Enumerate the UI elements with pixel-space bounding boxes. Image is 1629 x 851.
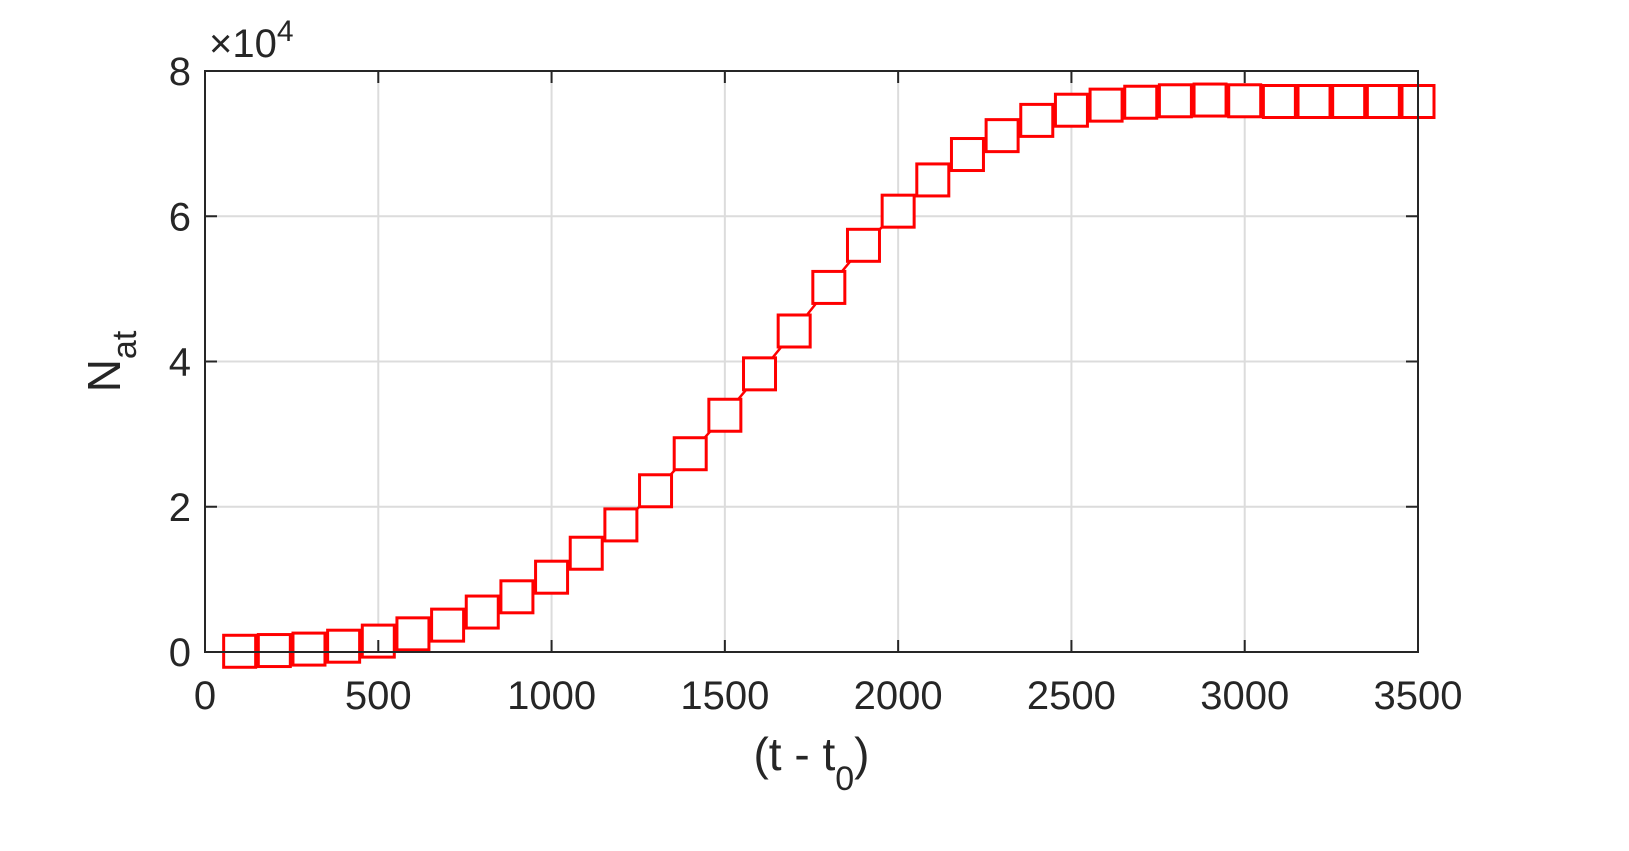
y-tick-label-3: 6 <box>169 195 191 239</box>
data-point-0-24 <box>1053 92 1089 128</box>
y-exponent-prefix: ×10 <box>209 22 277 66</box>
x-tick-label-4: 2000 <box>854 674 943 718</box>
data-point-0-17 <box>811 269 847 305</box>
y-tick-label-4: 8 <box>169 50 191 94</box>
x-tick-label-1: 500 <box>345 674 412 718</box>
data-point-0-32 <box>1331 84 1367 120</box>
y-axis-label: Nat <box>78 330 144 392</box>
data-point-0-6 <box>430 607 466 643</box>
y-tick-labels: 0 2 4 6 8 <box>169 50 191 675</box>
data-point-0-14 <box>707 397 743 433</box>
data-point-0-25 <box>1088 87 1124 123</box>
y-exponent-power: 4 <box>277 15 294 48</box>
x-tick-label-3: 1500 <box>680 674 769 718</box>
data-point-0-8 <box>499 579 535 615</box>
series-group <box>222 82 1436 669</box>
x-tick-label-0: 0 <box>194 674 216 718</box>
x-axis-label-main: (t - t <box>753 728 835 780</box>
grid-lines <box>205 71 1418 652</box>
x-tick-label-2: 1000 <box>507 674 596 718</box>
data-point-0-20 <box>915 162 951 198</box>
x-tick-label-6: 3000 <box>1200 674 1289 718</box>
data-point-0-18 <box>845 227 881 263</box>
axis-ticks <box>204 70 1419 653</box>
y-axis-label-subscript: at <box>106 330 144 359</box>
data-point-0-22 <box>984 118 1020 154</box>
data-point-0-2 <box>291 631 327 667</box>
x-tick-label-7: 3500 <box>1374 674 1463 718</box>
data-point-0-30 <box>1261 84 1297 120</box>
data-point-0-31 <box>1296 84 1332 120</box>
data-point-0-11 <box>603 507 639 543</box>
x-axis-label-suffix: ) <box>854 728 869 780</box>
y-axis-label-main: N <box>78 359 130 392</box>
data-point-0-28 <box>1192 82 1228 118</box>
data-point-0-3 <box>326 628 362 664</box>
y-tick-label-1: 2 <box>169 486 191 530</box>
data-point-0-7 <box>464 594 500 630</box>
data-point-0-27 <box>1157 83 1193 119</box>
y-tick-label-2: 4 <box>169 341 191 385</box>
data-point-0-12 <box>638 473 674 509</box>
series-line-0 <box>239 98 1418 653</box>
data-point-0-13 <box>672 436 708 472</box>
data-point-0-15 <box>742 356 778 392</box>
x-axis-label: (t - t0) <box>753 728 869 798</box>
data-point-0-5 <box>395 616 431 652</box>
x-axis-label-subscript: 0 <box>835 760 854 798</box>
data-point-0-23 <box>1019 102 1055 138</box>
data-point-0-21 <box>949 137 985 173</box>
y-tick-label-0: 0 <box>169 631 191 675</box>
data-point-0-1 <box>256 633 292 669</box>
x-tick-labels: 0 500 1000 1500 2000 2500 3000 3500 <box>194 674 1463 718</box>
data-point-0-9 <box>534 559 570 595</box>
data-point-0-16 <box>776 313 812 349</box>
data-point-0-33 <box>1365 84 1401 120</box>
data-point-0-26 <box>1123 84 1159 120</box>
data-point-0-29 <box>1227 83 1263 119</box>
data-point-0-19 <box>880 193 916 229</box>
data-point-0-10 <box>568 535 604 571</box>
x-tick-label-5: 2500 <box>1027 674 1116 718</box>
y-exponent-label: ×104 <box>209 15 294 66</box>
